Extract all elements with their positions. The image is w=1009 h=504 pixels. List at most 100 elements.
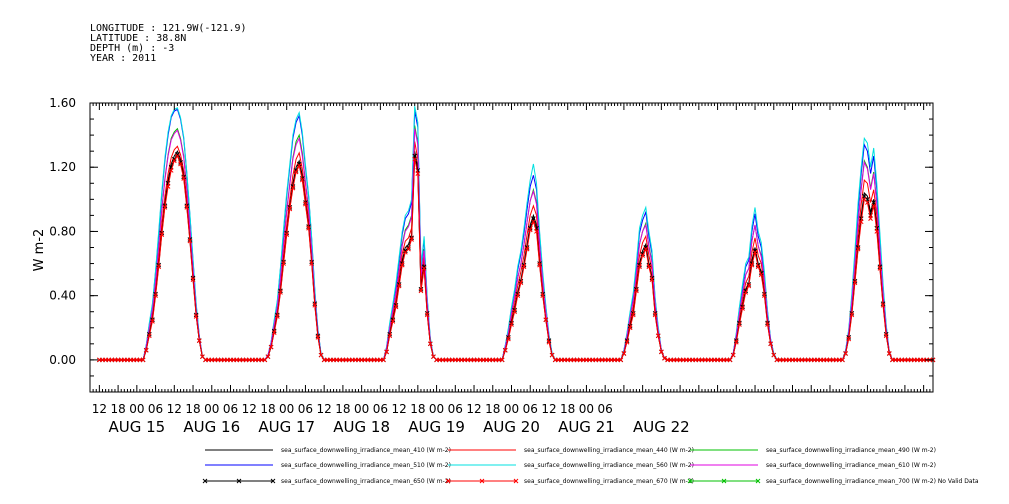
series-marker-7: [390, 319, 396, 324]
x-hour-label: 00: [129, 402, 144, 416]
x-day-label: AUG 22: [633, 418, 690, 436]
legend-marker: [513, 478, 519, 484]
series-marker-7: [384, 349, 389, 355]
legend-marker: [721, 478, 727, 484]
series-marker-6: [296, 161, 302, 167]
legend-marker: [479, 478, 485, 484]
x-hour-label: 12: [167, 402, 182, 416]
x-hour-label: 18: [185, 402, 200, 416]
series-marker-7: [531, 219, 536, 225]
y-tick-label: 0.00: [49, 353, 76, 367]
series-marker-7: [733, 339, 739, 345]
x-hour-label: 18: [560, 402, 575, 416]
series-marker-7: [883, 333, 889, 339]
series-marker-7: [318, 352, 324, 358]
series-marker-7: [843, 351, 848, 356]
plot-area: [97, 106, 936, 363]
series-marker-6: [421, 264, 427, 270]
series-marker-7: [737, 322, 742, 327]
series-line-5: [99, 128, 933, 361]
series-marker-7: [534, 229, 539, 234]
legend-label: sea_surface_downwelling_irradiance_mean_…: [524, 462, 694, 469]
series-marker-7: [159, 232, 165, 238]
y-tick-label: 1.20: [49, 160, 76, 174]
x-day-label: AUG 19: [408, 418, 465, 436]
series-marker-7: [527, 227, 533, 233]
series-marker-7: [268, 344, 274, 350]
header-depth: DEPTH (m) : -3: [90, 43, 174, 54]
series-marker-7: [749, 262, 755, 268]
series-marker-7: [156, 264, 162, 270]
series-marker-7: [309, 261, 315, 266]
series-marker-7: [743, 290, 749, 295]
header-latitude: LATITUDE : 38.8N: [90, 33, 186, 44]
series-marker-7: [740, 306, 745, 311]
x-hour-label: 06: [223, 402, 238, 416]
legend-label: sea_surface_downwelling_irradiance_mean_…: [281, 447, 451, 454]
legend-marker: [687, 478, 693, 484]
series-marker-7: [296, 163, 302, 168]
series-marker-7: [418, 288, 424, 294]
series-marker-7: [196, 338, 202, 343]
series-marker-7: [549, 352, 555, 358]
series-marker-7: [284, 232, 290, 238]
series-marker-7: [852, 280, 858, 286]
series-marker-7: [303, 201, 308, 207]
series-marker-7: [624, 339, 630, 345]
series-marker-7: [312, 302, 318, 308]
series-marker-7: [406, 246, 411, 252]
series-marker-7: [502, 347, 508, 353]
series-marker-7: [509, 322, 514, 327]
plot-frame: [89, 102, 934, 393]
series-marker-7: [171, 158, 177, 164]
x-day-label: AUG 18: [333, 418, 390, 436]
y-tick-label: 0.80: [49, 224, 76, 238]
legend-label: sea_surface_downwelling_irradiance_mean_…: [524, 447, 694, 454]
series-marker-7: [540, 293, 546, 299]
series-marker-7: [746, 283, 752, 289]
series-marker-7: [637, 264, 642, 270]
x-hour-label: 00: [204, 402, 219, 416]
series-marker-7: [168, 168, 174, 173]
series-marker-7: [178, 161, 183, 167]
series-marker-7: [621, 351, 627, 356]
chart-header: LONGITUDE : 121.9W(-121.9) LATITUDE : 38…: [90, 23, 247, 64]
series-marker-7: [865, 200, 870, 205]
series-marker-7: [537, 262, 542, 268]
legend-marker: [236, 478, 242, 484]
series-marker-7: [427, 341, 433, 347]
x-hour-label: 00: [504, 402, 519, 416]
series-marker-7: [143, 347, 149, 353]
series-marker-7: [162, 205, 168, 210]
series-marker-7: [287, 206, 293, 212]
series-marker-7: [877, 266, 883, 271]
series-marker-7: [762, 293, 767, 299]
series-marker-7: [387, 333, 393, 339]
series-marker-7: [165, 184, 171, 189]
series-marker-7: [727, 357, 733, 363]
series-marker-6: [175, 152, 180, 157]
series-marker-7: [396, 283, 402, 289]
series-marker-7: [646, 264, 652, 270]
header-longitude: LONGITUDE : 121.9W(-121.9): [90, 23, 247, 34]
series-marker-7: [868, 216, 873, 221]
series-marker-7: [618, 357, 624, 363]
y-axis-label: W m-2: [32, 229, 47, 272]
series-marker-7: [730, 352, 736, 358]
series-marker-7: [546, 339, 552, 345]
series-marker-7: [153, 293, 158, 299]
legend-marker: [202, 478, 208, 484]
series-marker-7: [771, 352, 777, 358]
x-day-label: AUG 15: [108, 418, 165, 436]
series-marker-7: [655, 333, 661, 339]
y-tick-label: 0.40: [49, 289, 76, 303]
series-marker-7: [399, 262, 405, 268]
series-marker-7: [643, 246, 649, 252]
series-marker-7: [840, 357, 845, 363]
series-line-4: [99, 106, 933, 361]
x-hour-label: 06: [523, 402, 538, 416]
x-hour-label: 12: [541, 402, 556, 416]
series-marker-7: [512, 309, 517, 315]
x-hour-label: 12: [92, 402, 107, 416]
